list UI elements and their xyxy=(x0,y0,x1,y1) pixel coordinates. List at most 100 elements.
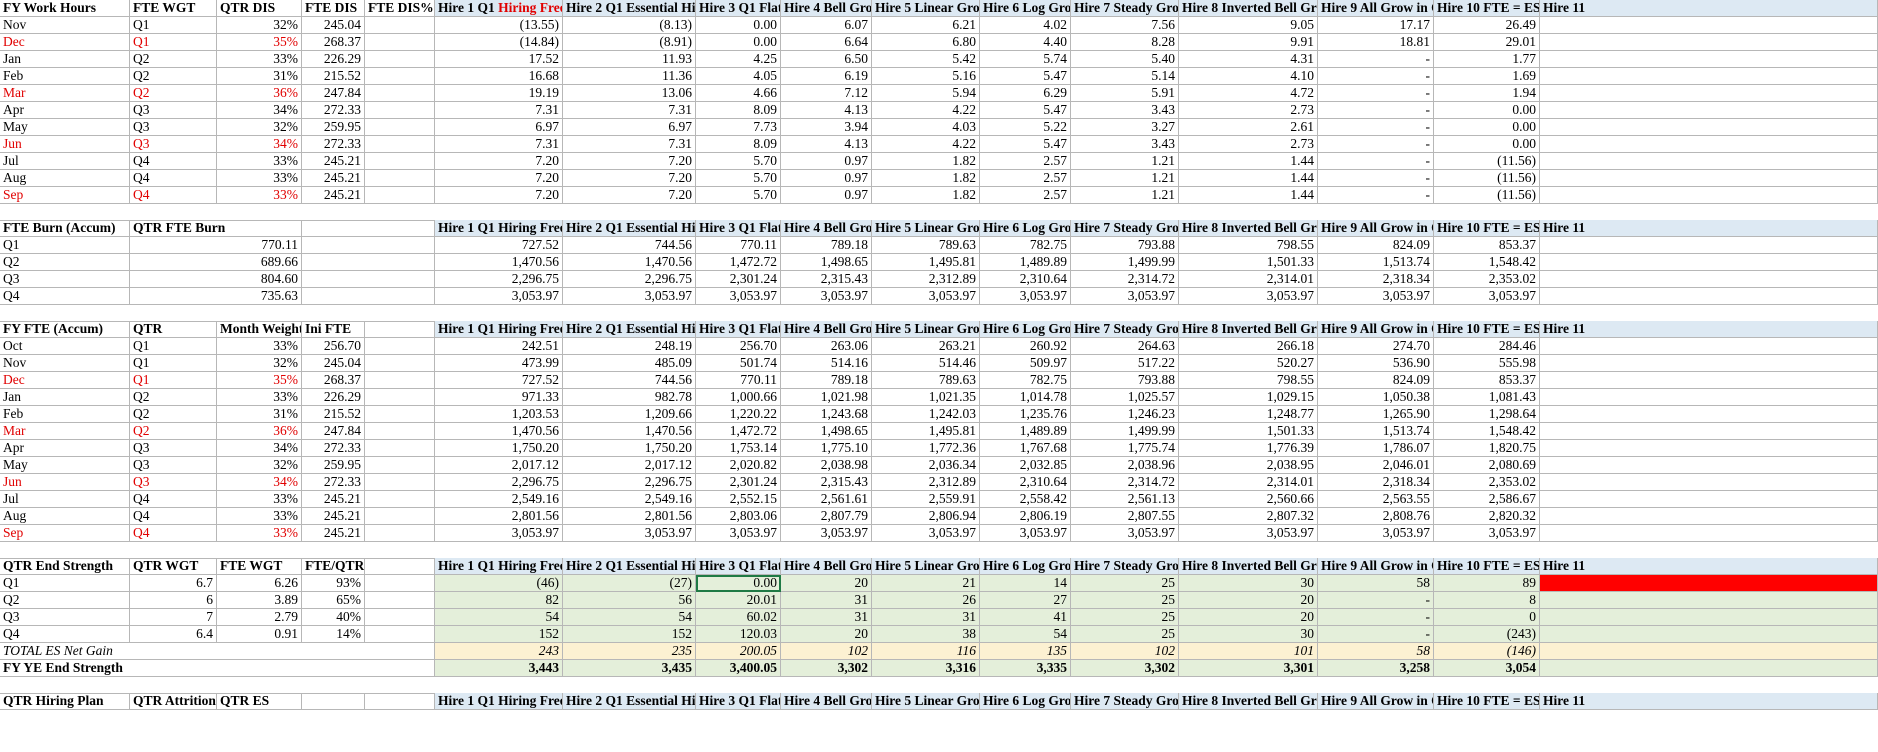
scenario-header[interactable]: Hire 7 Steady Grow xyxy=(1071,0,1179,17)
value-cell[interactable]: - xyxy=(1318,170,1434,187)
fte-dis-pct-cell[interactable] xyxy=(365,68,435,85)
value-cell[interactable]: 7.20 xyxy=(435,170,563,187)
value-cell[interactable]: (14.84) xyxy=(435,34,563,51)
fte-dis-cell[interactable]: 245.21 xyxy=(302,153,365,170)
value-cell[interactable]: 789.18 xyxy=(781,237,872,254)
scenario-header[interactable]: Hire 11 xyxy=(1540,693,1878,710)
scenario-header[interactable]: Hire 4 Bell Grow xyxy=(781,693,872,710)
value-cell[interactable]: 5.70 xyxy=(696,187,781,204)
total-cell[interactable]: 235 xyxy=(563,643,696,660)
scenario-header[interactable]: Hire 10 FTE = ES xyxy=(1434,693,1540,710)
ini-fte-cell[interactable]: 256.70 xyxy=(302,338,365,355)
value-cell[interactable]: 789.63 xyxy=(872,237,980,254)
pct-cell[interactable]: 33% xyxy=(217,187,302,204)
value-cell[interactable]: 31 xyxy=(872,609,980,626)
value-cell[interactable]: 17.17 xyxy=(1318,17,1434,34)
value-cell[interactable]: 1,498.65 xyxy=(781,254,872,271)
value-cell[interactable]: 2,046.01 xyxy=(1318,457,1434,474)
scenario-header[interactable]: Hire 7 Steady Grow xyxy=(1071,220,1179,237)
blank-cell[interactable] xyxy=(365,440,435,457)
value-cell[interactable]: 3,053.97 xyxy=(563,288,696,305)
value-cell[interactable]: 26 xyxy=(872,592,980,609)
value-cell[interactable]: 1,235.76 xyxy=(980,406,1071,423)
scenario-header[interactable]: Hire 5 Linear Grow xyxy=(872,220,980,237)
value-cell[interactable]: 1,767.68 xyxy=(980,440,1071,457)
value-cell[interactable] xyxy=(1540,271,1878,288)
value-cell[interactable]: 38 xyxy=(872,626,980,643)
value-cell[interactable] xyxy=(1540,187,1878,204)
month-cell[interactable]: Jul xyxy=(0,491,130,508)
value-cell[interactable] xyxy=(1540,626,1878,643)
weight-cell[interactable]: 33% xyxy=(217,338,302,355)
quarter-cell[interactable]: Q4 xyxy=(130,491,217,508)
value-cell[interactable]: - xyxy=(1318,119,1434,136)
value-cell[interactable]: - xyxy=(1318,153,1434,170)
value-cell[interactable]: 2,301.24 xyxy=(696,271,781,288)
fte-dis-cell[interactable]: 245.21 xyxy=(302,170,365,187)
value-cell[interactable]: 1,776.39 xyxy=(1179,440,1318,457)
value-cell[interactable]: 727.52 xyxy=(435,237,563,254)
weight-cell[interactable]: 33% xyxy=(217,508,302,525)
value-cell[interactable]: 1.21 xyxy=(1071,170,1179,187)
value-cell[interactable]: 18.81 xyxy=(1318,34,1434,51)
ye-cell[interactable]: 3,435 xyxy=(563,660,696,677)
value-cell[interactable] xyxy=(1540,508,1878,525)
value-cell[interactable]: 2,314.01 xyxy=(1179,474,1318,491)
value-cell[interactable]: 1,203.53 xyxy=(435,406,563,423)
fte-dis-cell[interactable]: 215.52 xyxy=(302,68,365,85)
header-qtr-dis[interactable]: QTR DIS xyxy=(217,0,302,17)
value-cell[interactable] xyxy=(1540,609,1878,626)
value-cell[interactable]: 2,318.34 xyxy=(1318,474,1434,491)
value-cell[interactable] xyxy=(1540,575,1878,592)
value-cell[interactable]: 971.33 xyxy=(435,389,563,406)
header-qtr-attrition[interactable]: QTR Attrition xyxy=(130,693,217,710)
blank-cell[interactable] xyxy=(365,457,435,474)
value-cell[interactable]: 25 xyxy=(1071,575,1179,592)
quarter-cell[interactable]: Q1 xyxy=(130,355,217,372)
value-cell[interactable]: 89 xyxy=(1434,575,1540,592)
value-cell[interactable]: 1,472.72 xyxy=(696,423,781,440)
quarter-cell[interactable]: Q2 xyxy=(130,51,217,68)
value-cell[interactable]: 58 xyxy=(1318,575,1434,592)
blank-cell[interactable] xyxy=(365,508,435,525)
value-cell[interactable] xyxy=(1540,68,1878,85)
weight-cell[interactable]: 34% xyxy=(217,440,302,457)
month-cell[interactable]: May xyxy=(0,457,130,474)
value-cell[interactable]: 3.43 xyxy=(1071,136,1179,153)
value-cell[interactable]: 5.91 xyxy=(1071,85,1179,102)
weight-cell[interactable]: 32% xyxy=(217,457,302,474)
value-cell[interactable]: 2,312.89 xyxy=(872,271,980,288)
value-cell[interactable]: 9.91 xyxy=(1179,34,1318,51)
quarter-cell[interactable]: Q1 xyxy=(130,34,217,51)
value-cell[interactable]: 30 xyxy=(1179,575,1318,592)
value-cell[interactable]: 1,014.78 xyxy=(980,389,1071,406)
value-cell[interactable]: 3,053.97 xyxy=(435,525,563,542)
scenario-header[interactable]: Hire 2 Q1 Essential Hire xyxy=(563,321,696,338)
value-cell[interactable] xyxy=(1540,338,1878,355)
total-cell[interactable]: (146) xyxy=(1434,643,1540,660)
value-cell[interactable]: 793.88 xyxy=(1071,372,1179,389)
blank-cell[interactable] xyxy=(365,609,435,626)
fte-wgt-cell[interactable]: 6.26 xyxy=(217,575,302,592)
fte-dis-cell[interactable]: 268.37 xyxy=(302,34,365,51)
ye-cell[interactable]: 3,054 xyxy=(1434,660,1540,677)
total-cell[interactable] xyxy=(1540,643,1878,660)
value-cell[interactable]: 3,053.97 xyxy=(872,525,980,542)
value-cell[interactable]: 798.55 xyxy=(1179,237,1318,254)
quarter-cell[interactable]: Q4 xyxy=(130,170,217,187)
value-cell[interactable]: 26.49 xyxy=(1434,17,1540,34)
value-cell[interactable]: 6.97 xyxy=(435,119,563,136)
weight-cell[interactable]: 35% xyxy=(217,372,302,389)
ini-fte-cell[interactable]: 215.52 xyxy=(302,406,365,423)
month-cell[interactable]: Nov xyxy=(0,355,130,372)
fte-dis-pct-cell[interactable] xyxy=(365,187,435,204)
value-cell[interactable]: 2,801.56 xyxy=(563,508,696,525)
value-cell[interactable]: 1,472.72 xyxy=(696,254,781,271)
scenario-header[interactable]: Hire 2 Q1 Essential Hire xyxy=(563,0,696,17)
scenario-header[interactable]: Hire 9 All Grow in Q1 xyxy=(1318,220,1434,237)
value-cell[interactable]: 284.46 xyxy=(1434,338,1540,355)
value-cell[interactable]: 853.37 xyxy=(1434,372,1540,389)
value-cell[interactable]: 25 xyxy=(1071,609,1179,626)
value-cell[interactable]: 555.98 xyxy=(1434,355,1540,372)
ini-fte-cell[interactable]: 247.84 xyxy=(302,423,365,440)
